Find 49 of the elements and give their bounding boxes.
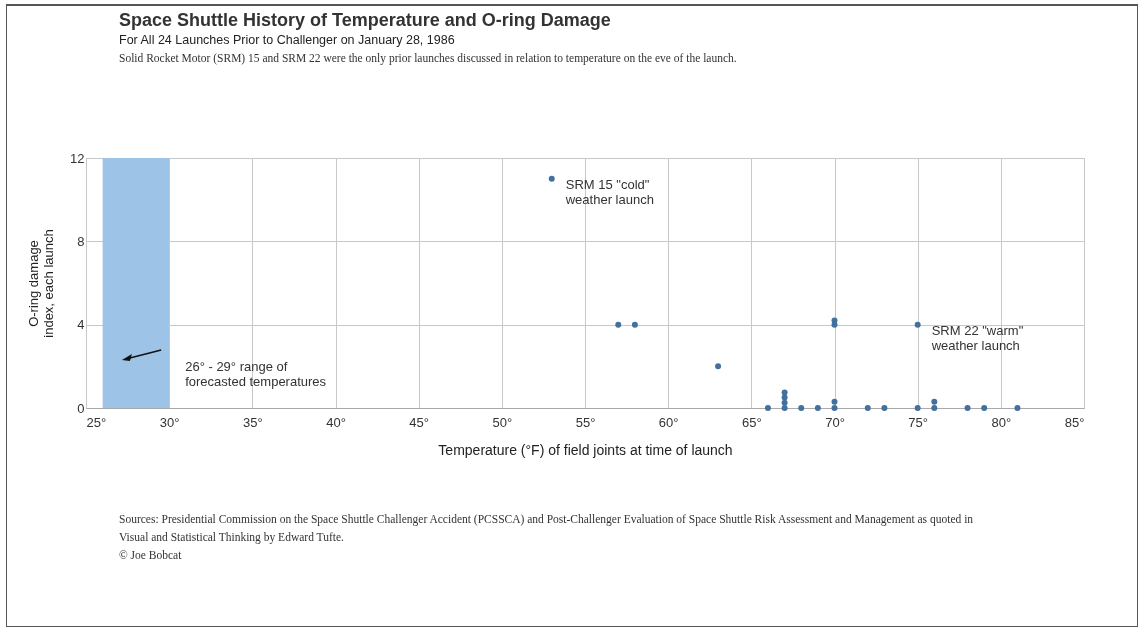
x-tick-label: 60°: [658, 414, 679, 430]
point: [964, 405, 971, 411]
x-tick-label: 40°: [326, 414, 346, 430]
point: [931, 405, 938, 411]
y-axis-title: O-ring damage index, each launch: [26, 229, 57, 338]
point: [631, 321, 638, 328]
annotation: SRM 15 "cold" weather launch: [564, 176, 654, 207]
x-tick-label: 70°: [825, 414, 845, 430]
point: [781, 389, 788, 396]
chart-subtitle: For All 24 Launches Prior to Challenger on January 28, 1986: [119, 33, 456, 47]
point: [764, 405, 771, 411]
chart-title: Space Shuttle History of Temperature and O-ring Damage: [119, 10, 612, 31]
point: [931, 398, 938, 405]
y-tick-label: 4: [77, 317, 85, 333]
point: [831, 317, 838, 324]
x-tick-label: 85°: [1064, 414, 1085, 430]
y-tick-label: 0: [77, 400, 85, 416]
text: © Joe Bobcat: [119, 547, 183, 563]
x-tick-label: 25°: [86, 414, 107, 430]
band-label: 26° - 29° range of forecasted temperatures: [185, 359, 327, 389]
x-tick-label: 80°: [991, 414, 1012, 430]
x-tick-label: 35°: [243, 414, 263, 430]
point: [781, 399, 788, 406]
point: [831, 405, 838, 411]
x-tick-label: 55°: [575, 414, 596, 430]
annotation: SRM 22 "warm" weather launch: [930, 322, 1024, 353]
point: [798, 405, 805, 411]
point: [981, 405, 988, 411]
x-tick-label: 30°: [159, 414, 180, 430]
point: [914, 405, 921, 411]
source-note: Sources: Presidential Commission on the Space Shuttle Challenger Accident (PCSSCA) and Post-Challenger Evaluation of Space Shuttle Risk Assessment and Management as quoted in Visual and Statistical Thinking by Edward Tufte.: [119, 512, 975, 546]
point: [914, 321, 921, 328]
x-axis-title: Temperature (°F) of field joints at time of launch: [438, 441, 733, 458]
y-tick-label: 8: [77, 233, 85, 249]
point: [781, 394, 788, 401]
point: [814, 405, 821, 411]
x-tick-label: 75°: [908, 414, 928, 430]
point: [1014, 405, 1021, 411]
x-tick-label: 50°: [492, 414, 513, 430]
x-tick-label: 65°: [742, 414, 762, 430]
point: [548, 175, 555, 182]
point: [831, 398, 838, 405]
point: [715, 363, 722, 370]
text: Solid Rocket Motor (SRM) 15 and SRM 22 were the only prior launches discussed in relation to temperature on the eve of the launch.: [119, 51, 738, 67]
point: [615, 321, 622, 328]
point: [881, 405, 888, 411]
y-tick-label: 12: [70, 150, 85, 166]
point: [864, 405, 871, 411]
x-tick-label: 45°: [409, 414, 429, 430]
